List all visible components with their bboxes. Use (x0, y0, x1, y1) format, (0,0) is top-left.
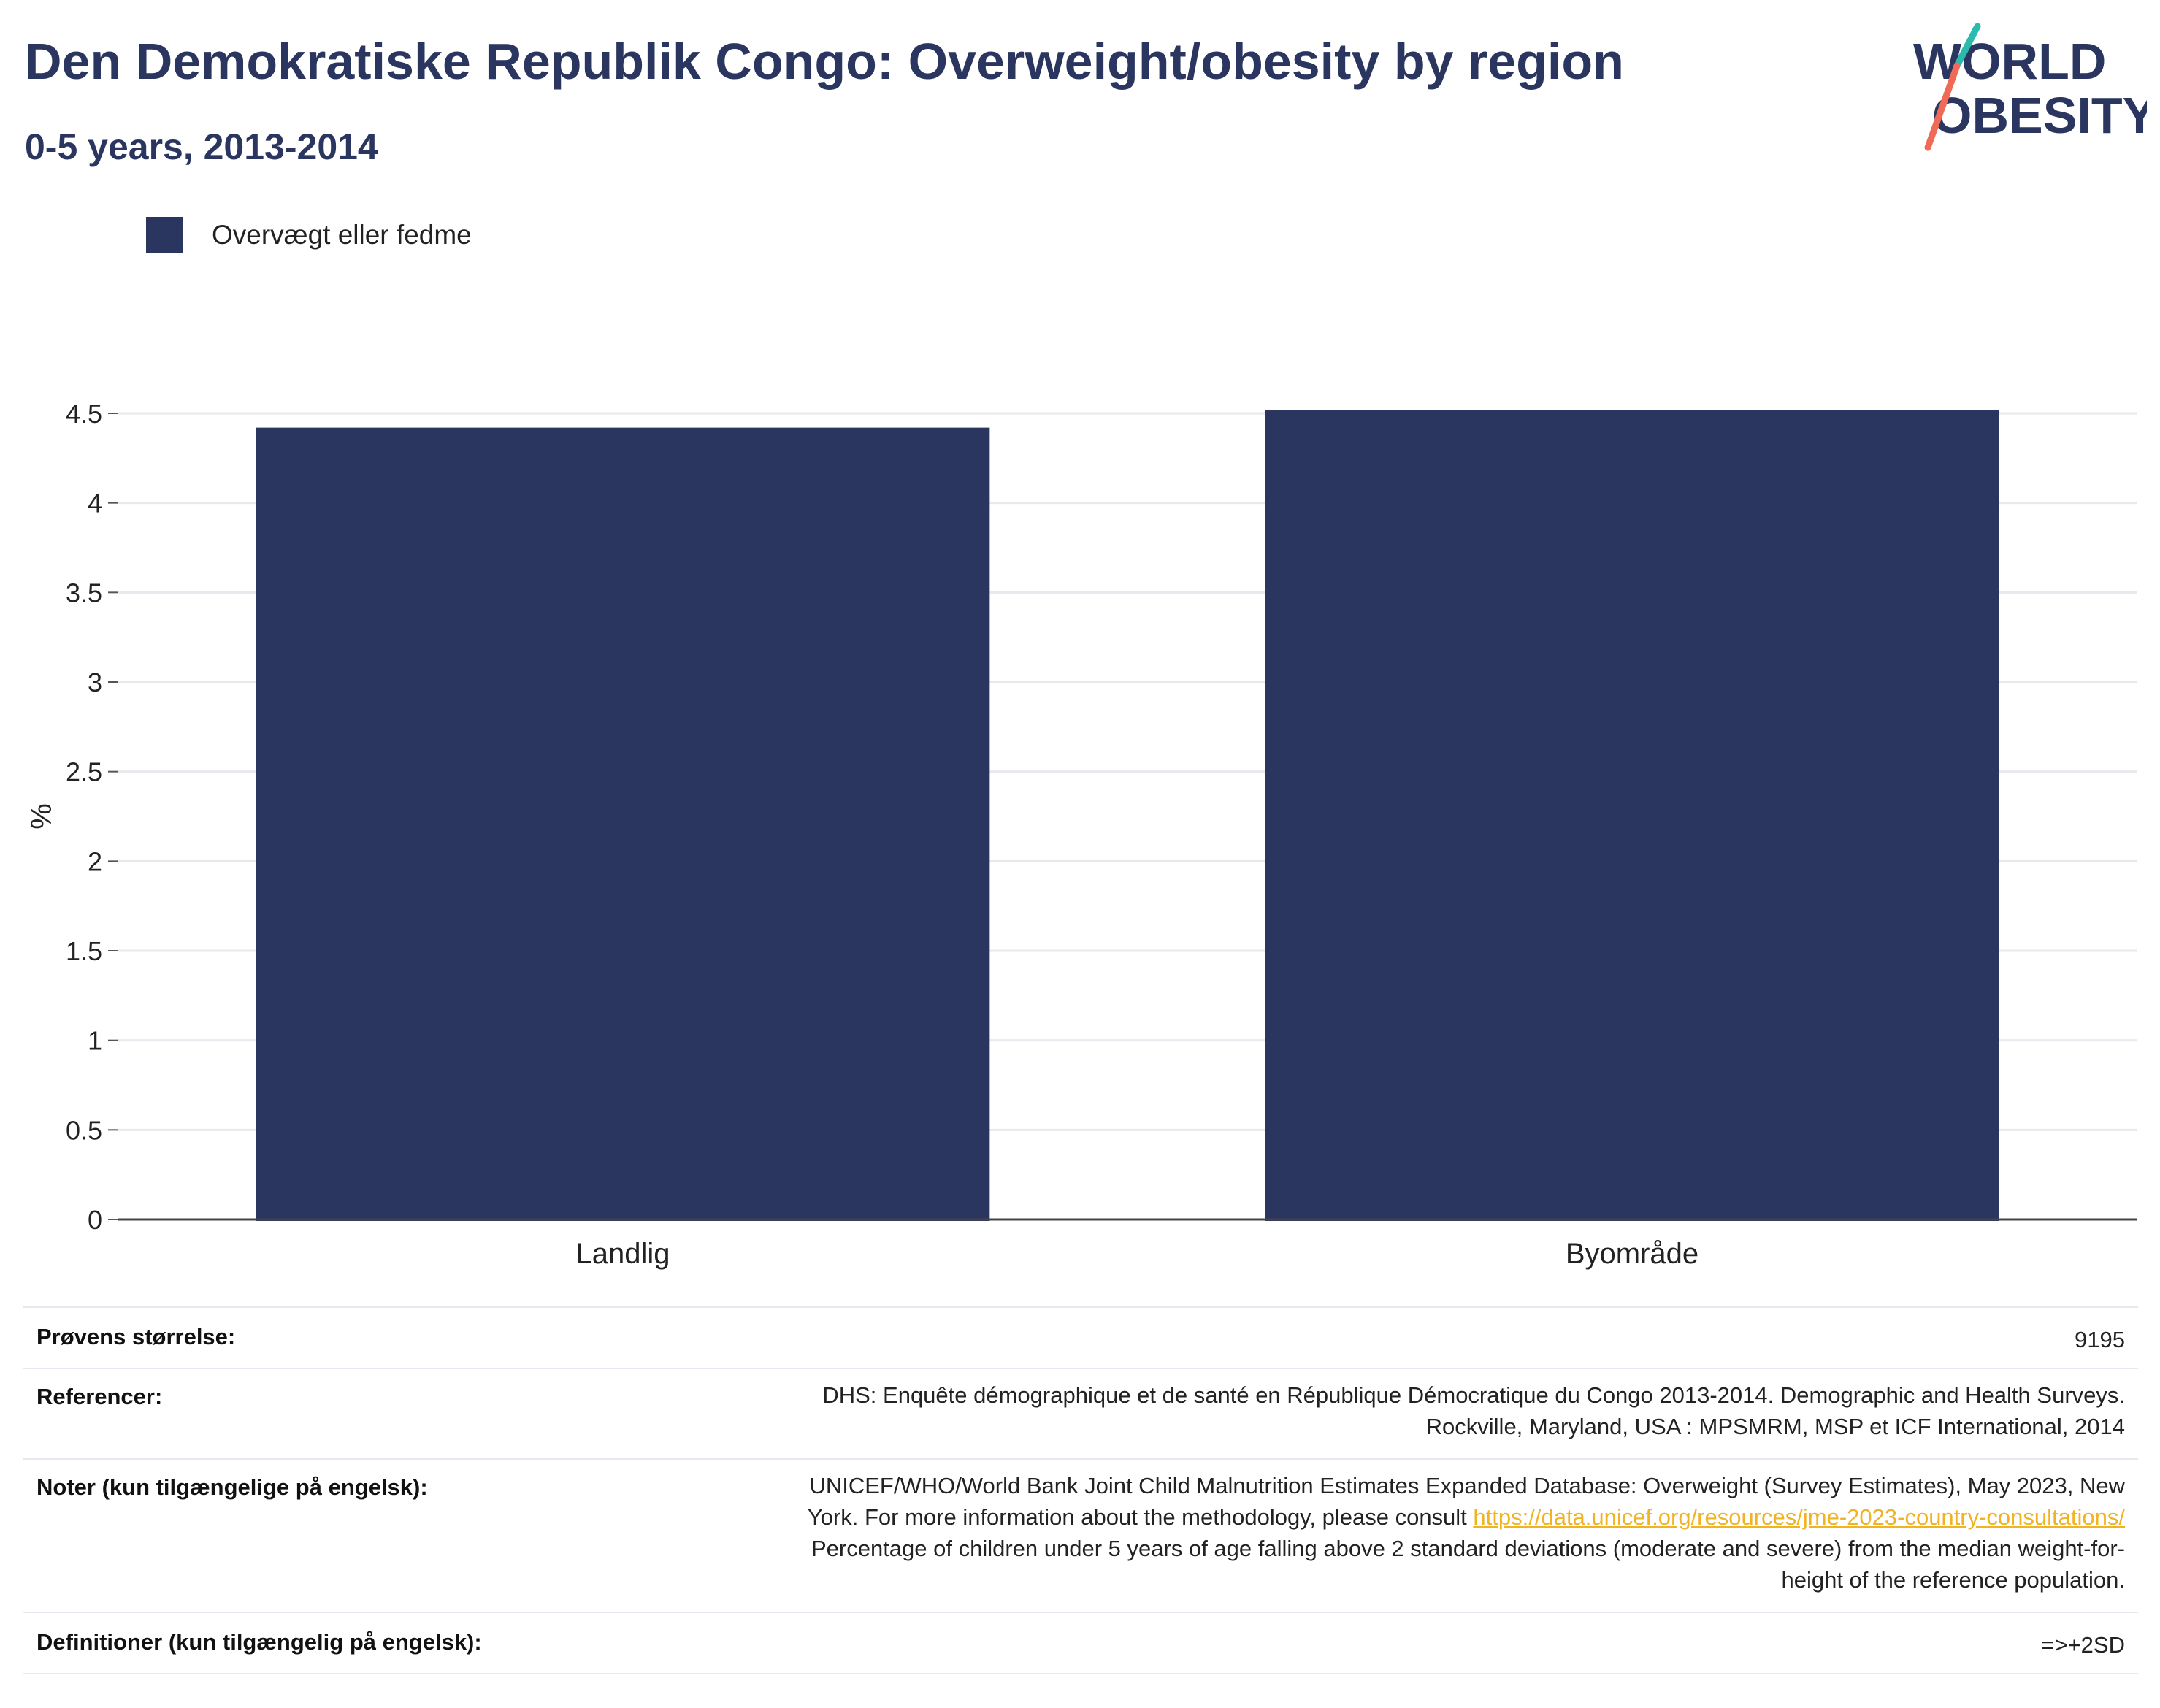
logo-slash-coral (1924, 62, 1961, 151)
references-label: Referencer: (37, 1384, 163, 1409)
y-tick-label: 4.5 (66, 399, 102, 429)
definitions-label: Definitioner (kun tilgængelig på engelsk… (37, 1629, 482, 1655)
notes-line-1: UNICEF/WHO/World Bank Joint Child Malnut… (809, 1473, 2125, 1498)
definitions-row: Definitioner (kun tilgængelig på engelsk… (23, 1613, 2138, 1674)
y-tick-label: 3.5 (66, 578, 102, 608)
references-row: Referencer: DHS: Enquête démographique e… (23, 1369, 2138, 1460)
logo-word-2: OBESITY (1932, 87, 2147, 144)
legend-swatch (146, 217, 183, 253)
y-tick-label: 2.5 (66, 757, 102, 787)
notes-line-4: height of the reference population. (1781, 1567, 2125, 1593)
bar-2[interactable] (1265, 410, 1999, 1222)
notes-value: UNICEF/WHO/World Bank Joint Child Malnut… (808, 1470, 2125, 1596)
info-table: Prøvens størrelse: 9195 Referencer: DHS:… (23, 1306, 2138, 1674)
notes-row: Noter (kun tilgængelige på engelsk): UNI… (23, 1460, 2138, 1613)
logo-slash-teal (1953, 23, 1981, 69)
y-axis-title: % (26, 803, 58, 830)
y-tick-label: 4 (88, 489, 102, 518)
y-tick-label: 2 (88, 846, 102, 876)
references-line-2: Rockville, Maryland, USA : MPSMRM, MSP e… (1425, 1414, 2125, 1439)
y-tick-label: 1.5 (66, 936, 102, 966)
references-value: DHS: Enquête démographique et de santé e… (822, 1379, 2125, 1442)
logo-word-1: WORLD (1913, 33, 2106, 90)
bar-chart: 0 0.5 1 1.5 2 2.5 3 3.5 4 4.5% Landlig Byområde (26, 399, 2137, 1270)
x-tick-label: Landlig (575, 1238, 670, 1270)
sample-size-label: Prøvens størrelse: (37, 1324, 236, 1349)
legend-label: Overvægt eller fedme (212, 220, 472, 250)
definitions-value: =>+2SD (2041, 1632, 2125, 1658)
notes-line-3: Percentage of children under 5 years of … (811, 1536, 2125, 1561)
legend[interactable]: Overvægt eller fedme (146, 216, 472, 254)
x-tick-label: Byområde (1566, 1238, 1698, 1270)
y-tick-label: 3 (88, 667, 102, 697)
sample-size-value: 9195 (2075, 1327, 2125, 1352)
world-obesity-logo: WORLD OBESITY (1913, 23, 2147, 151)
references-line-1: DHS: Enquête démographique et de santé e… (822, 1382, 2125, 1408)
notes-label: Noter (kun tilgængelige på engelsk): (37, 1474, 428, 1500)
y-tick-label: 0.5 (66, 1115, 102, 1145)
chart-title: Den Demokratiske Republik Congo: Overwei… (25, 33, 1624, 90)
sample-size-row: Prøvens størrelse: 9195 (23, 1308, 2138, 1369)
y-tick-label: 0 (88, 1205, 102, 1235)
notes-line-2: York. For more information about the met… (808, 1501, 2125, 1533)
methodology-link[interactable]: https://data.unicef.org/resources/jme-20… (1473, 1504, 2125, 1530)
notes-line-2-text: York. For more information about the met… (807, 1504, 1467, 1530)
bar-1[interactable] (256, 427, 990, 1221)
y-tick-label: 1 (88, 1026, 102, 1056)
chart-subtitle: 0-5 years, 2013-2014 (25, 126, 378, 167)
